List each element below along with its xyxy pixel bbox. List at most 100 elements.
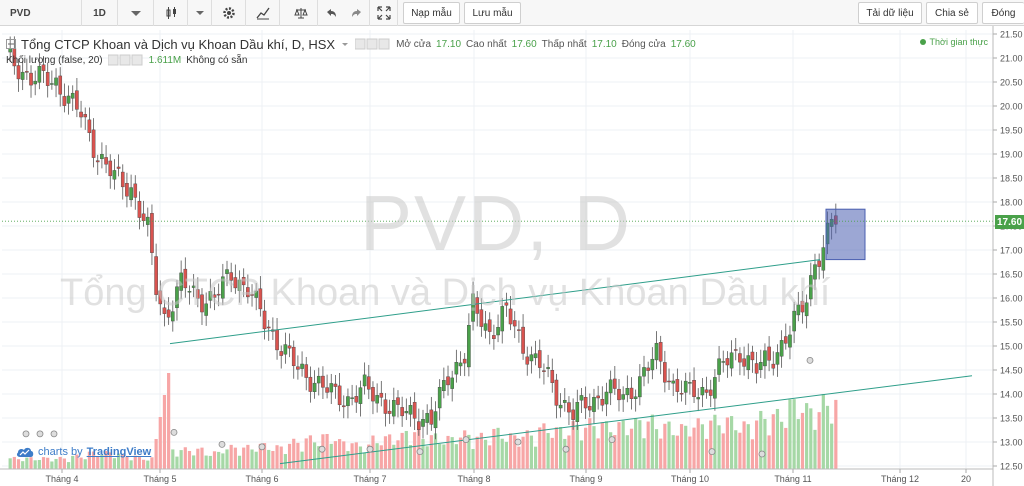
candle-body [629, 387, 634, 399]
volume-bar [283, 454, 287, 469]
interval-dropdown[interactable] [118, 0, 154, 26]
time-axis[interactable]: Tháng 4 Tháng 5 Tháng 6 Tháng 7 Tháng 8 Tháng… [0, 468, 993, 484]
candle-body [758, 362, 763, 370]
save-layout-button[interactable]: Lưu mẫu [464, 2, 521, 24]
volume-bar [413, 432, 417, 469]
volume-bar [684, 425, 688, 469]
volume-bar [225, 449, 229, 469]
price-axis[interactable]: 21.50 21.00 20.50 20.00 19.50 19.00 18.50 18.00… [992, 26, 1024, 486]
tradingview-logo[interactable]: charts by TradingView [16, 446, 151, 458]
candle-body [429, 409, 434, 425]
candle-body [675, 379, 680, 392]
volume-bar [492, 428, 496, 469]
volume-bar [571, 421, 575, 469]
volume-bar [104, 451, 108, 469]
candle-body [575, 402, 580, 422]
candle-body [258, 288, 263, 310]
candle-body [237, 279, 242, 291]
interval-selector[interactable]: 1D [82, 0, 118, 26]
volume-controls-icon[interactable] [107, 54, 144, 66]
candle-body [583, 397, 588, 409]
candle-body [120, 171, 125, 188]
candle-body [300, 363, 304, 369]
volume-bar [29, 457, 33, 469]
volume-bar [396, 440, 400, 469]
volume-bar [325, 434, 329, 469]
indicators-button[interactable] [246, 0, 280, 26]
volume-bar [171, 449, 175, 469]
volume-bar [834, 399, 838, 469]
volume-bar [546, 433, 550, 469]
candle-body [654, 342, 659, 361]
download-data-button[interactable]: Tải dữ liệu [858, 2, 922, 24]
candle-body [775, 352, 780, 365]
compare-button[interactable] [284, 0, 318, 26]
candle-body [679, 393, 684, 395]
y-tick-label: 15.00 [1000, 342, 1023, 352]
low-value: 17.10 [591, 38, 617, 50]
candle-body [492, 335, 496, 339]
volume-bar [579, 440, 584, 469]
candle-body [417, 421, 421, 430]
series-controls-icon[interactable] [355, 38, 391, 50]
y-tick-label: 13.00 [1000, 438, 1023, 448]
candle-body [763, 350, 767, 367]
volume-value: 1.611M [148, 54, 182, 66]
volume-bar [659, 438, 663, 469]
volume-bar [825, 405, 830, 469]
low-label: Thấp nhất [541, 38, 587, 50]
redo-button[interactable] [344, 0, 370, 26]
volume-bar [813, 429, 817, 469]
close-button[interactable]: Đóng [982, 2, 1024, 24]
volume-bar [454, 444, 458, 469]
volume-bar [108, 452, 112, 469]
volume-bar [312, 442, 317, 469]
candle-body [537, 350, 542, 368]
candle-body [437, 386, 442, 409]
volume-bar [37, 460, 41, 469]
y-tick-label: 13.50 [1000, 414, 1023, 424]
chart-style-button[interactable] [154, 0, 188, 26]
settings-button[interactable] [212, 0, 246, 26]
volume-bar [267, 449, 271, 469]
volume-bar [254, 451, 258, 469]
open-value: 17.10 [436, 38, 462, 50]
volume-bar [542, 423, 546, 469]
volume-bar [421, 439, 425, 469]
volume-bar [742, 421, 746, 469]
event-marker [22, 430, 30, 438]
share-button[interactable]: Chia sẻ [926, 2, 978, 24]
candle-body [316, 375, 321, 384]
volume-bar [671, 435, 675, 469]
candle-body [517, 329, 521, 331]
candle-body [208, 291, 213, 301]
candle-body [75, 90, 79, 110]
volume-bar [438, 443, 442, 469]
undo-button[interactable] [318, 0, 344, 26]
volume-bar [650, 414, 654, 469]
load-layout-button[interactable]: Nạp mẫu [403, 2, 460, 24]
candle-body [579, 395, 584, 401]
volume-bar [237, 455, 242, 469]
volume-bar [187, 450, 192, 469]
candle-body [658, 342, 663, 362]
volume-bar [550, 437, 554, 469]
collapse-icon[interactable] [6, 39, 16, 49]
candle-body [562, 399, 567, 403]
candle-body [625, 388, 630, 396]
volume-bar [755, 420, 759, 469]
candle-body [312, 382, 317, 393]
volume-legend: Khối lượng (false, 20) 1.611M Không có s… [6, 53, 247, 67]
volume-bar [333, 441, 338, 469]
y-tick-label: 20.00 [1000, 102, 1023, 112]
symbol-search[interactable]: PVD [0, 0, 82, 26]
candle-body [346, 396, 350, 407]
event-marker [50, 430, 58, 438]
fullscreen-button[interactable] [370, 0, 398, 26]
chevron-down-icon[interactable] [340, 39, 350, 49]
candle-body [512, 320, 517, 327]
volume-bar [496, 427, 500, 469]
candle-body [638, 376, 642, 398]
chart-style-dropdown[interactable] [188, 0, 212, 26]
volume-bar [100, 455, 104, 469]
